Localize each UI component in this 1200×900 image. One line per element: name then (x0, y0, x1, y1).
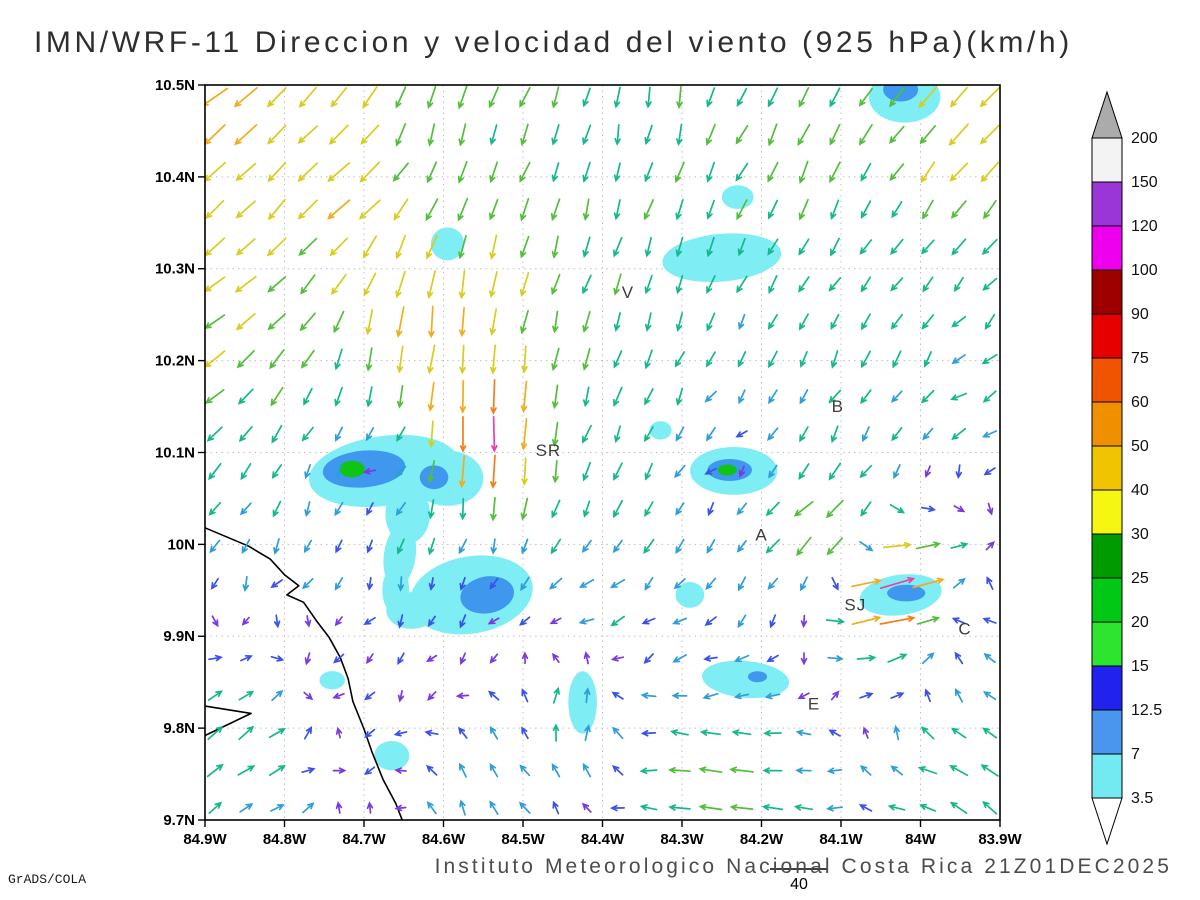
svg-text:10N: 10N (167, 536, 195, 553)
x-axis-labels: 84.9W 84.8W 84.7W 84.6W 84.5W 84.4W 84.3W 84.2W… (183, 831, 1022, 848)
svg-text:84.1W: 84.1W (819, 831, 863, 848)
colorbar-label: 200 (1131, 130, 1158, 147)
colorbar-label: 150 (1131, 174, 1158, 191)
reference-vector-label: 40 (790, 876, 808, 893)
shaded-regions (308, 85, 942, 771)
svg-text:84.8W: 84.8W (263, 831, 307, 848)
colorbar-label: 60 (1131, 394, 1149, 411)
city-label-b: B (832, 397, 844, 416)
colorbar-cell (1091, 313, 1123, 359)
city-labels: V B SR A SJ C E (536, 283, 971, 714)
svg-text:84.5W: 84.5W (501, 831, 545, 848)
city-label-c: C (958, 619, 971, 638)
svg-text:9.9N: 9.9N (163, 628, 195, 645)
colorbar-label: 75 (1131, 350, 1149, 367)
svg-text:84.2W: 84.2W (740, 831, 784, 848)
svg-text:9.8N: 9.8N (163, 720, 195, 737)
colorbar-label: 90 (1131, 306, 1149, 323)
colorbar-label: 100 (1131, 262, 1158, 279)
coastline-islet (205, 705, 252, 737)
svg-text:84.4W: 84.4W (581, 831, 625, 848)
city-label-sj: SJ (844, 596, 866, 615)
svg-text:10.4N: 10.4N (155, 169, 195, 186)
coastline (205, 527, 403, 820)
colorbar-cell (1091, 225, 1123, 271)
colorbar-label: 3.5 (1131, 790, 1153, 807)
svg-text:84.9W: 84.9W (183, 831, 227, 848)
colorbar-cap-bottom (1091, 797, 1123, 846)
wind-arrows (205, 85, 1000, 816)
chart-title: IMN/WRF-11 Direccion y velocidad del vie… (34, 26, 1073, 59)
svg-text:10.2N: 10.2N (155, 353, 195, 370)
grads-credit: GrADS/COLA (8, 872, 87, 887)
city-label-sr: SR (536, 441, 562, 460)
svg-text:84.7W: 84.7W (342, 831, 386, 848)
axis-ticks (198, 84, 1001, 827)
colorbar-cell (1091, 401, 1123, 447)
colorbar-cell (1091, 489, 1123, 535)
colorbar-cell (1091, 665, 1123, 711)
colorbar: 200 150 120 100 90 75 60 50 40 30 25 20 15 12.5 7 3.5 (1091, 90, 1162, 846)
colorbar-label: 30 (1131, 526, 1149, 543)
colorbar-label: 120 (1131, 218, 1158, 235)
svg-text:10.5N: 10.5N (155, 77, 195, 94)
svg-text:9.7N: 9.7N (163, 812, 195, 829)
footer-caption: Instituto Meteorologico Nacional Costa R… (434, 855, 1172, 878)
svg-text:84W: 84W (905, 831, 937, 848)
colorbar-cell (1091, 181, 1123, 227)
map-area: V B SR A SJ C E (205, 85, 1000, 820)
svg-text:84.3W: 84.3W (660, 831, 704, 848)
grid-lines (205, 85, 1000, 820)
svg-text:10.1N: 10.1N (155, 445, 195, 462)
colorbar-label: 50 (1131, 438, 1149, 455)
colorbar-label: 7 (1131, 746, 1140, 763)
city-label-v: V (622, 283, 634, 302)
colorbar-cap-top (1091, 90, 1123, 139)
city-label-e: E (808, 695, 820, 714)
colorbar-cell (1091, 533, 1123, 579)
svg-text:10.3N: 10.3N (155, 261, 195, 278)
colorbar-label: 20 (1131, 614, 1149, 631)
colorbar-label: 15 (1131, 658, 1149, 675)
city-label-a: A (755, 526, 767, 545)
colorbar-cell (1091, 137, 1123, 183)
colorbar-cell (1091, 577, 1123, 623)
colorbar-cell (1091, 621, 1123, 667)
colorbar-cell (1091, 269, 1123, 315)
colorbar-cell (1091, 753, 1123, 799)
colorbar-label: 40 (1131, 482, 1149, 499)
svg-text:83.9W: 83.9W (978, 831, 1022, 848)
colorbar-cell (1091, 709, 1123, 755)
svg-text:84.6W: 84.6W (422, 831, 466, 848)
colorbar-label: 25 (1131, 570, 1149, 587)
colorbar-label: 12.5 (1131, 702, 1162, 719)
colorbar-cell (1091, 445, 1123, 491)
colorbar-cell (1091, 357, 1123, 403)
y-axis-labels: 10.5N 10.4N 10.3N 10.2N 10.1N 10N 9.9N 9.8N 9.7N (155, 77, 195, 829)
